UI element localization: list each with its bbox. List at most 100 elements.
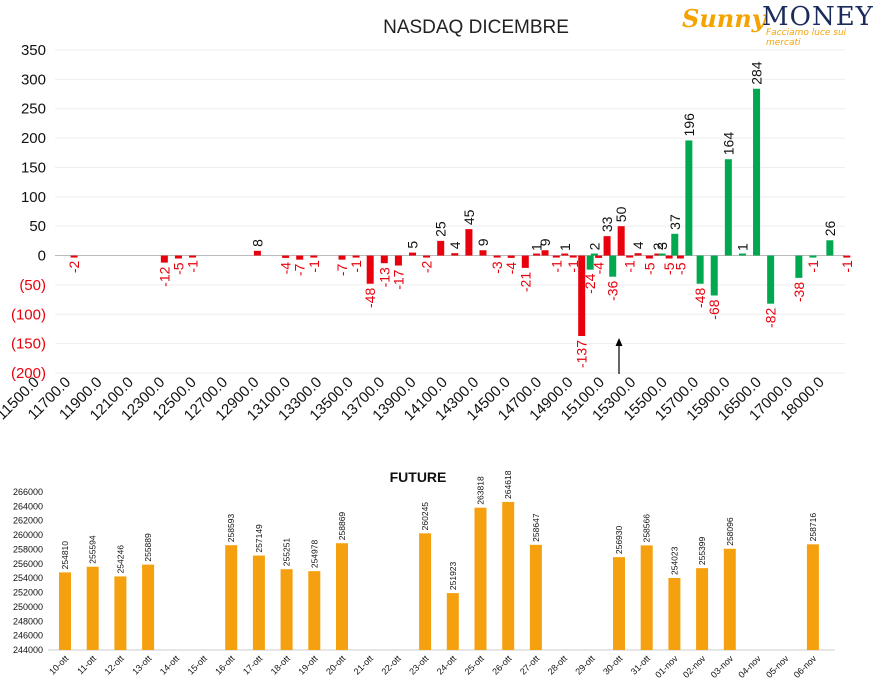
chart1-data-label: 3 <box>654 242 670 250</box>
chart1-bar <box>296 255 304 260</box>
chart1-data-label: -17 <box>390 269 406 289</box>
chart2-bar <box>86 566 99 650</box>
chart1-data-label: 1 <box>734 243 750 251</box>
chart2-y-tick-label: 260000 <box>13 530 43 540</box>
chart1-bar <box>352 255 360 258</box>
chart2-x-tick-label: 18-ott <box>269 653 293 677</box>
chart1-bar <box>561 253 569 256</box>
chart2-x-tick-label: 26-ott <box>490 653 514 677</box>
chart1-data-label: 4 <box>630 241 646 249</box>
chart2-x-tick-label: 24-ott <box>435 653 459 677</box>
chart1-bar <box>826 240 834 256</box>
chart2-bar <box>225 545 238 650</box>
chart1-bar <box>671 233 679 256</box>
chart1-data-label: 164 <box>720 132 736 156</box>
chart1-bar <box>843 255 851 258</box>
chart1-data-label: -1 <box>622 260 638 273</box>
chart2-bar <box>613 557 625 650</box>
chart2-bar <box>446 593 459 650</box>
chart2-x-tick-label: 10-ott <box>47 653 71 677</box>
chart2-x-tick-label: 21-ott <box>352 653 376 677</box>
chart1-bar <box>338 255 346 260</box>
chart2-data-label: 254246 <box>115 545 125 574</box>
chart2-data-label: 258096 <box>725 517 735 546</box>
chart2-bar <box>308 571 321 650</box>
chart2-y-tick-label: 256000 <box>13 559 43 569</box>
chart1-bar <box>189 255 197 258</box>
chart1-data-label: 9 <box>475 238 491 246</box>
chart2-bar <box>696 568 709 650</box>
chart2-bar <box>252 555 265 650</box>
chart1-bar <box>753 88 761 256</box>
chart1-bar <box>541 250 549 256</box>
chart2-y-tick-label: 264000 <box>13 501 43 511</box>
chart1-data-label: -7 <box>334 263 350 276</box>
chart2-bar <box>142 564 155 650</box>
chart1-bar <box>552 255 560 258</box>
chart1-bar <box>645 255 653 259</box>
chart1-bar <box>533 253 541 256</box>
chart2-x-tick-label: 15-ott <box>186 653 210 677</box>
chart1-data-label: -21 <box>517 272 533 292</box>
chart1-y-tick-label: (200) <box>11 365 46 382</box>
chart1-data-label: -2 <box>66 261 82 274</box>
chart2-data-label: 263818 <box>476 476 486 505</box>
chart1-bar <box>253 250 261 256</box>
chart1-data-label: -5 <box>672 262 688 275</box>
chart1-bar <box>603 236 611 256</box>
chart1-y-tick-label: (150) <box>11 336 46 353</box>
chart2-data-label: 256930 <box>614 526 624 555</box>
chart1-bar <box>795 255 803 278</box>
chart1-bar <box>282 255 290 258</box>
chart2-x-tick-label: 28-ott <box>546 653 570 677</box>
chart1-bar <box>479 250 487 256</box>
chart2-x-tick-label: 19-ott <box>296 653 320 677</box>
chart1-y-tick-label: 50 <box>29 218 46 235</box>
chart2-y-tick-label: 244000 <box>13 645 43 655</box>
chart1-data-label: 9 <box>537 238 553 246</box>
chart2-y-tick-label: 250000 <box>13 602 43 612</box>
chart2-x-tick-label: 31-ott <box>629 653 653 677</box>
chart1-bar <box>465 229 473 256</box>
chart1-data-label: -5 <box>661 262 677 275</box>
chart2-data-label: 258593 <box>226 514 236 543</box>
chart1-y-tick-label: (100) <box>11 306 46 323</box>
chart1-data-label: -12 <box>156 266 172 286</box>
chart1-bar <box>767 255 775 304</box>
chart2-bar <box>723 548 736 650</box>
chart1-data-label: -1 <box>565 260 581 273</box>
brand-tagline: Facciamo luce sui mercati <box>766 28 847 48</box>
chart1-data-label: 45 <box>461 209 477 225</box>
chart1-bar <box>626 255 634 258</box>
chart1-data-label: -36 <box>605 280 621 300</box>
chart1-title: NASDAQ DICEMBRE <box>383 17 569 38</box>
chart1-bar <box>617 226 625 256</box>
chart1-data-label: -68 <box>706 299 722 319</box>
chart2-x-tick-label: 11-ott <box>75 653 98 676</box>
chart2-data-label: 258716 <box>808 513 818 542</box>
chart1-data-label: -48 <box>362 288 378 308</box>
chart2-bar <box>114 576 127 650</box>
chart2-x-tick-label: 01-nov <box>653 653 680 680</box>
chart2-x-tick-label: 05-nov <box>764 653 791 680</box>
chart2-bar <box>336 543 348 650</box>
chart1-bar <box>586 255 594 270</box>
chart1-data-label: 2 <box>650 242 666 250</box>
chart1-bar <box>665 255 673 259</box>
chart2-data-label: 258647 <box>531 513 541 542</box>
chart2-x-tick-label: 06-nov <box>792 653 819 680</box>
chart1-bar <box>493 255 501 258</box>
chart2-data-label: 254023 <box>669 546 679 575</box>
chart1-data-label: -5 <box>170 262 186 275</box>
chart2-bar <box>640 545 653 650</box>
chart2-y-tick-label: 254000 <box>13 573 43 583</box>
chart2-bar <box>529 544 542 650</box>
chart1-data-label: -4 <box>591 262 607 275</box>
chart1-data-label: -7 <box>292 263 308 276</box>
chart1-bar <box>507 255 515 258</box>
chart1-bar <box>310 255 318 258</box>
chart2-x-tick-label: 30-ott <box>601 653 625 677</box>
chart1-bar <box>685 140 693 256</box>
chart1-data-label: -137 <box>574 340 590 368</box>
